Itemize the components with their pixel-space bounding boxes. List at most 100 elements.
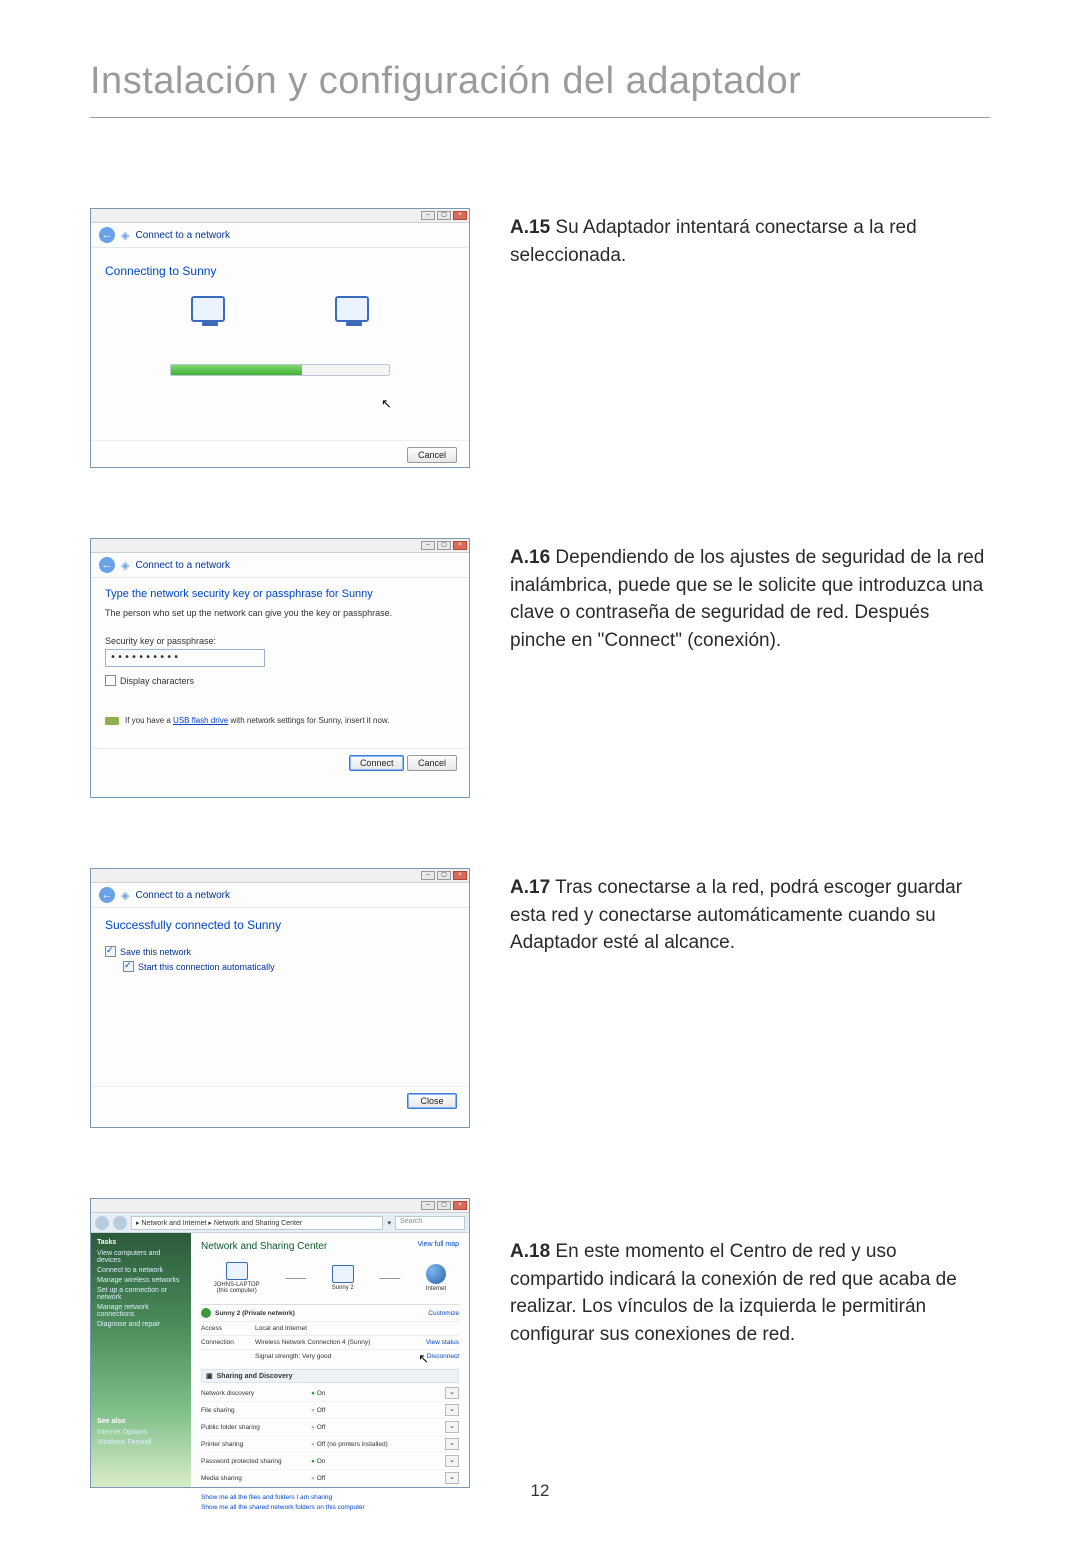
sidebar-link[interactable]: Internet Options [97, 1429, 185, 1436]
sidebar-link[interactable]: Manage network connections [97, 1304, 185, 1318]
network-name: Sunny 2 (Private network) [215, 1310, 424, 1317]
back-icon[interactable]: ← [99, 887, 115, 903]
close-dialog-button[interactable]: Close [407, 1093, 457, 1109]
sidebar-heading-seealso: See also [97, 1418, 185, 1425]
screenshot-a18: – ▢ × ▸ Network and Internet ▸ Network a… [90, 1198, 470, 1488]
back-icon[interactable]: ← [99, 227, 115, 243]
max-button[interactable]: ▢ [437, 1201, 451, 1210]
screenshot-a16: – ▢ × ← ◈ Connect to a network Type the … [90, 538, 470, 798]
explorer-body: Tasks View computers and devices Connect … [91, 1233, 469, 1487]
prompt-subtitle: The person who set up the network can gi… [105, 608, 455, 618]
usb-hint-post: with network settings for Sunny, insert … [230, 716, 389, 725]
min-button[interactable]: – [421, 1201, 435, 1210]
save-network-checkbox[interactable]: Save this network [105, 946, 455, 957]
checkbox-icon [105, 946, 116, 957]
dialog-footer: Connect Cancel [91, 748, 469, 781]
max-button[interactable]: ▢ [437, 211, 451, 220]
dialog-body: Type the network security key or passphr… [91, 578, 469, 748]
sharing-value: On [311, 1390, 445, 1397]
window-title: Connect to a network [135, 230, 230, 241]
connection-diagram [105, 296, 455, 322]
usb-hint-pre: If you have a [125, 716, 171, 725]
row-action-link[interactable]: View status [426, 1339, 459, 1346]
network-icon: ◈ [121, 559, 129, 572]
close-button[interactable]: × [453, 541, 467, 550]
page-title: Instalación y configuración del adaptado… [90, 60, 990, 118]
row-action-link[interactable]: Disconnect [427, 1353, 459, 1360]
cancel-button[interactable]: Cancel [407, 447, 457, 463]
row-value: Wireless Network Connection 4 (Sunny) [255, 1339, 422, 1346]
close-button[interactable]: × [453, 871, 467, 880]
topo-pc-sub: (this computer) [214, 1288, 260, 1294]
expand-button[interactable]: ⌄ [445, 1387, 459, 1399]
globe-icon [426, 1264, 446, 1284]
passphrase-input[interactable]: •••••••••• [105, 649, 265, 667]
cursor-icon: ↖ [381, 396, 392, 412]
view-full-map-link[interactable]: View full map [417, 1241, 459, 1248]
sidebar: Tasks View computers and devices Connect … [91, 1233, 191, 1487]
back-icon[interactable]: ← [99, 557, 115, 573]
sidebar-link[interactable]: Manage wireless networks [97, 1277, 185, 1284]
sidebar-link[interactable]: Set up a connection or network [97, 1287, 185, 1301]
topo-line: ——— [285, 1275, 306, 1282]
expand-button[interactable]: ⌄ [445, 1455, 459, 1467]
close-button[interactable]: × [453, 211, 467, 220]
expand-button[interactable]: ⌄ [445, 1404, 459, 1416]
row-a15: – ▢ × ← ◈ Connect to a network Connectin… [90, 208, 990, 468]
min-button[interactable]: – [421, 541, 435, 550]
dialog-body: Connecting to Sunny ↖ [91, 248, 469, 440]
desc-a18: A.18 En este momento el Centro de red y … [510, 1198, 990, 1348]
row-a18: – ▢ × ▸ Network and Internet ▸ Network a… [90, 1198, 990, 1488]
window-header: ← ◈ Connect to a network [91, 883, 469, 908]
sharing-value: Off (no printers installed) [311, 1441, 445, 1448]
window-title: Connect to a network [135, 560, 230, 571]
search-input[interactable]: Search [395, 1216, 465, 1230]
sidebar-link[interactable]: Diagnose and repair [97, 1321, 185, 1328]
max-button[interactable]: ▢ [437, 871, 451, 880]
connect-button[interactable]: Connect [349, 755, 405, 771]
network-detail-row: AccessLocal and Internet [201, 1321, 459, 1335]
display-chars-checkbox[interactable]: Display characters [105, 675, 455, 686]
topo-network: Sunny 2 [332, 1265, 354, 1291]
prompt-title: Type the network security key or passphr… [105, 588, 455, 600]
min-button[interactable]: – [421, 871, 435, 880]
screenshot-a17: – ▢ × ← ◈ Connect to a network Successfu… [90, 868, 470, 1128]
field-label: Security key or passphrase: [105, 636, 455, 646]
row-a16: – ▢ × ← ◈ Connect to a network Type the … [90, 538, 990, 798]
sidebar-link[interactable]: View computers and devices [97, 1250, 185, 1264]
dialog-footer: Cancel [91, 440, 469, 473]
content-link[interactable]: Show me all the shared network folders o… [201, 1503, 459, 1513]
sidebar-heading-tasks: Tasks [97, 1239, 185, 1246]
progress-fill [171, 365, 302, 375]
breadcrumb[interactable]: ▸ Network and Internet ▸ Network and Sha… [131, 1216, 383, 1230]
sidebar-link[interactable]: Connect to a network [97, 1267, 185, 1274]
sidebar-link[interactable]: Windows Firewall [97, 1439, 185, 1446]
min-button[interactable]: – [421, 211, 435, 220]
cancel-button[interactable]: Cancel [407, 755, 457, 771]
expand-button[interactable]: ⌄ [445, 1438, 459, 1450]
expand-button[interactable]: ⌄ [445, 1421, 459, 1433]
step-text: Tras conectarse a la red, podrá escoger … [510, 877, 962, 953]
router-icon [335, 296, 369, 322]
nav-back-icon[interactable] [95, 1216, 109, 1230]
topo-line: ——— [379, 1275, 400, 1282]
close-button[interactable]: × [453, 1201, 467, 1210]
row-a17: – ▢ × ← ◈ Connect to a network Successfu… [90, 868, 990, 1128]
usb-link[interactable]: USB flash drive [173, 716, 228, 725]
page-number: 12 [0, 1481, 1080, 1501]
network-name-row: Sunny 2 (Private network) Customize [201, 1304, 459, 1321]
auto-connect-checkbox[interactable]: Start this connection automatically [123, 961, 455, 972]
nav-fwd-icon[interactable] [113, 1216, 127, 1230]
network-icon: ◈ [121, 229, 129, 242]
row-key: Access [201, 1325, 255, 1332]
checkbox-icon [123, 961, 134, 972]
sharing-heading-label: Sharing and Discovery [217, 1373, 293, 1380]
customize-link[interactable]: Customize [428, 1310, 459, 1317]
max-button[interactable]: ▢ [437, 541, 451, 550]
cursor-icon: ↖ [418, 1351, 429, 1367]
step-number: A.16 [510, 547, 550, 568]
status-dot-icon [201, 1308, 211, 1318]
sharing-row: Public folder sharingOff⌄ [201, 1419, 459, 1436]
checkbox-icon [105, 675, 116, 686]
row-key: Connection [201, 1339, 255, 1346]
